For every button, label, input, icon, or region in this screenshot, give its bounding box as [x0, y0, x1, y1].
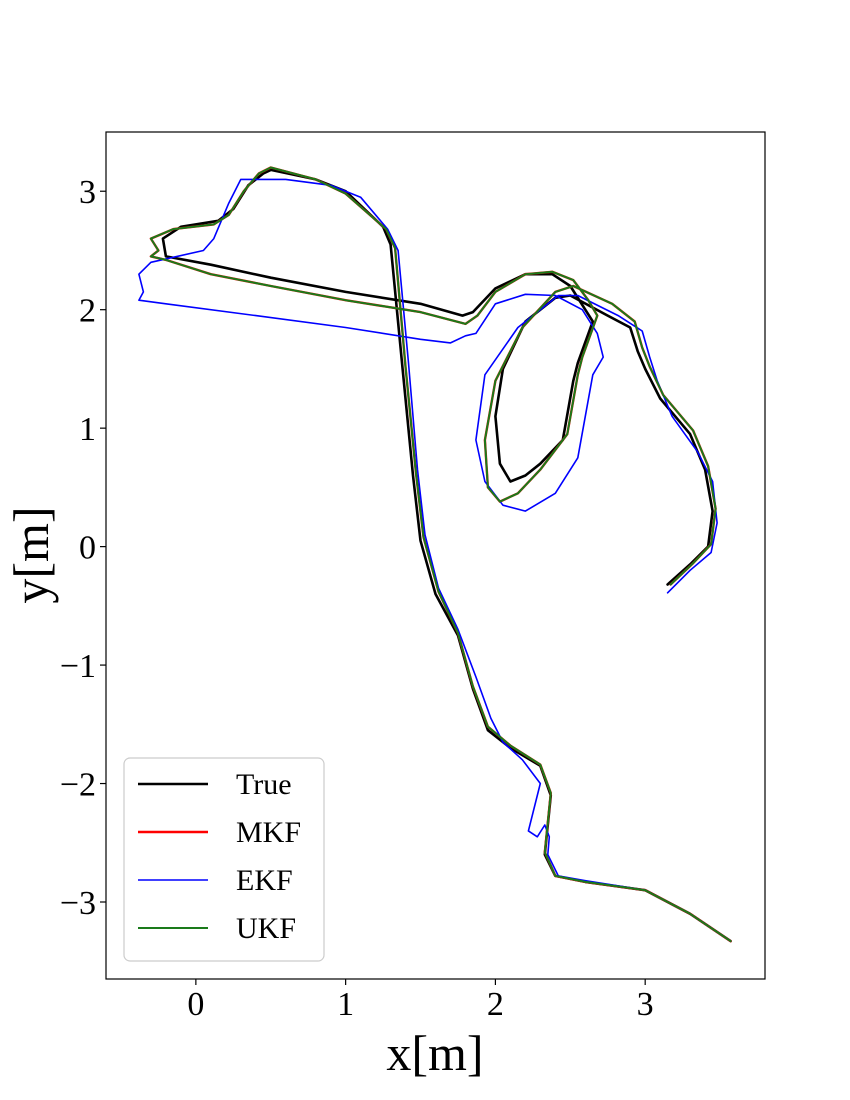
y-tick-label: −1 [60, 648, 96, 685]
y-tick-label: 0 [79, 530, 96, 567]
y-tick-label: 2 [79, 293, 96, 330]
legend-label-ukf: UKF [236, 912, 296, 945]
legend-box [123, 757, 325, 962]
y-tick-label: −2 [60, 767, 96, 804]
legend-label-mkf: MKF [236, 816, 301, 849]
y-axis-label: y[m] [3, 506, 59, 603]
series-layer [138, 166, 732, 943]
x-tick-label: 0 [187, 986, 204, 1023]
y-tick-label: 3 [79, 174, 96, 211]
y-tick-label: −3 [60, 885, 96, 922]
series-line-ukf [149, 166, 732, 943]
series-line-ekf [138, 178, 732, 942]
plot-frame [105, 131, 766, 980]
legend-label-ekf: EKF [236, 864, 293, 897]
x-tick-label: 3 [637, 986, 654, 1023]
legend: True MKF EKF UKF [123, 757, 325, 962]
y-tick-label: 1 [79, 411, 96, 448]
ticks-layer: 0 1 2 3 −3 −2 −1 0 1 2 3 [60, 174, 654, 1023]
legend-label-true: True [236, 768, 292, 801]
x-tick-label: 1 [337, 986, 354, 1023]
x-tick-label: 2 [487, 986, 504, 1023]
x-axis-label: x[m] [386, 1025, 483, 1081]
